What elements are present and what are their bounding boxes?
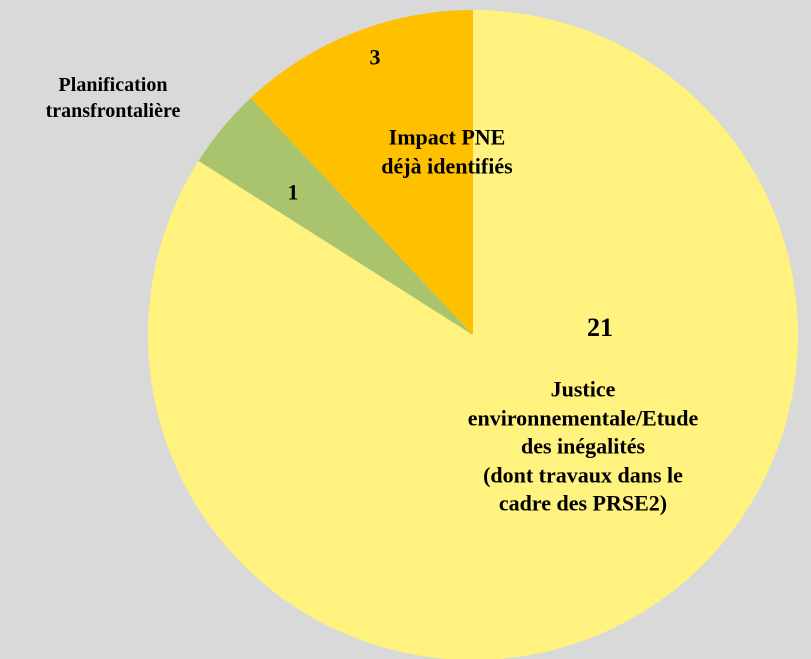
value-label: 3 [369,44,381,70]
category-label: Justice environnementale/Etude des inéga… [467,376,699,516]
category-label: Planification transfrontalière [45,74,181,122]
pie-slice [198,98,473,335]
pie-slice [250,10,473,335]
value-label: 1 [287,179,299,205]
pie-slice [148,10,798,659]
value-label: 21 [587,313,613,343]
category-label: Impact PNE déjà identifiés [381,124,513,178]
